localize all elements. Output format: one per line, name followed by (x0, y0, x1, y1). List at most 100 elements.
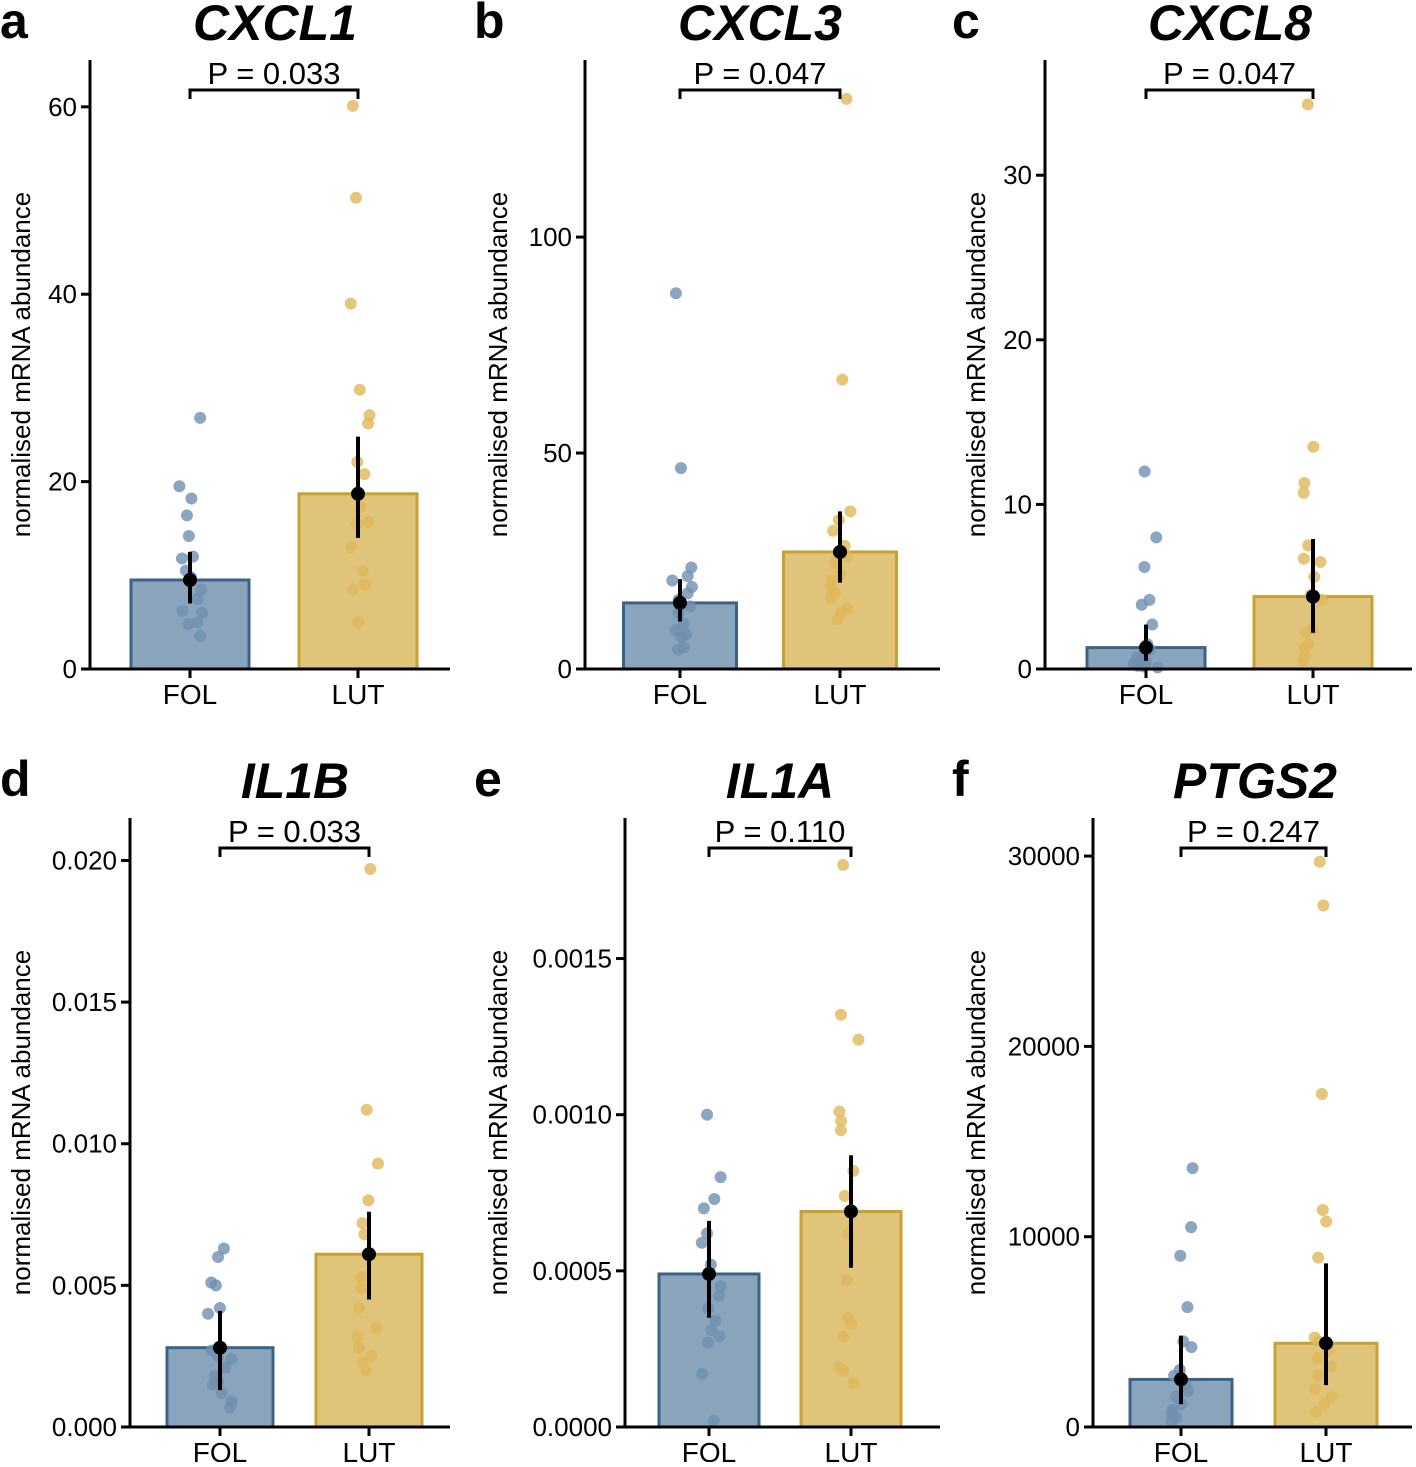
data-point-lut (1315, 1087, 1328, 1100)
p-value-label: P = 0.033 (207, 56, 340, 91)
data-point-lut (1301, 98, 1314, 111)
x-tick-label: LUT (814, 679, 867, 710)
x-tick-label: FOL (653, 679, 707, 710)
data-point-fol (713, 1289, 726, 1302)
data-point-lut (345, 541, 358, 554)
data-point-lut (1314, 556, 1327, 569)
data-point-fol (1138, 465, 1151, 478)
data-point-lut (362, 1194, 375, 1207)
y-tick-label: 0.0005 (532, 1256, 612, 1286)
data-point-lut (1297, 552, 1310, 565)
mean-point-fol (213, 1340, 227, 1355)
data-point-lut (356, 564, 369, 577)
data-point-lut (1313, 855, 1326, 868)
data-point-fol (1146, 618, 1159, 631)
panel-c: c CXCL8 0 10 20 30 FOL LUT normalised mRNA abund… (952, 0, 1412, 710)
data-point-fol (185, 492, 198, 505)
x-tick-label: LUT (332, 679, 385, 710)
data-point-lut (844, 505, 857, 518)
data-point-fol (219, 1361, 232, 1374)
x-tick-label: FOL (1119, 679, 1173, 710)
data-point-lut (1316, 1204, 1329, 1217)
data-point-lut (1311, 1352, 1324, 1365)
chart-title: IL1B (241, 753, 349, 809)
data-point-lut (346, 99, 359, 112)
data-point-fol (182, 529, 195, 542)
y-tick-label: 30000 (1008, 841, 1080, 871)
p-value-label: P = 0.110 (715, 814, 846, 849)
significance-bracket (1144, 88, 1315, 99)
data-point-lut (355, 1282, 368, 1295)
data-point-fol (701, 1336, 714, 1349)
y-tick-label: 10000 (1008, 1222, 1080, 1252)
data-point-fol (696, 1367, 709, 1380)
data-point-fol (674, 462, 687, 475)
panel-letter: e (474, 751, 502, 807)
data-point-fol (195, 606, 208, 619)
data-point-fol (1185, 1221, 1198, 1234)
y-tick-label: 40 (48, 279, 77, 309)
data-point-fol (697, 1202, 710, 1215)
data-point-lut (840, 1274, 853, 1287)
data-point-lut (1317, 899, 1330, 912)
y-tick-label: 0.0010 (532, 1100, 612, 1130)
significance-bracket (218, 846, 371, 857)
mean-point-lut (1306, 589, 1320, 604)
y-tick-label: 30 (1003, 160, 1032, 190)
data-point-lut (1309, 1382, 1322, 1395)
data-point-lut (362, 417, 375, 430)
data-point-lut (356, 1217, 369, 1230)
significance-bracket (188, 88, 360, 99)
y-tick-label: 50 (543, 438, 572, 468)
y-tick-label: 0.0015 (532, 944, 612, 974)
y-tick-label: 0 (1018, 654, 1032, 684)
panel-letter: c (952, 0, 980, 49)
data-point-fol (182, 618, 195, 631)
data-point-lut (370, 1321, 383, 1334)
significance-bracket (707, 846, 853, 857)
data-point-lut (1310, 1405, 1323, 1418)
data-point-lut (835, 1114, 848, 1127)
data-point-fol (1174, 1249, 1187, 1262)
x-tick-label: FOL (1154, 1437, 1208, 1462)
data-point-lut (827, 524, 840, 537)
data-point-lut (845, 1317, 858, 1330)
data-point-lut (364, 862, 377, 875)
data-point-fol (206, 1378, 219, 1391)
y-tick-label: 20 (48, 467, 77, 497)
data-point-fol (684, 600, 697, 613)
x-tick-label: LUT (1287, 679, 1340, 710)
data-point-lut (344, 297, 357, 310)
data-point-lut (346, 583, 359, 596)
data-point-fol (1185, 1341, 1198, 1354)
x-tick-label: LUT (825, 1437, 878, 1462)
data-point-lut (1318, 1398, 1331, 1411)
y-axis-label: normalised mRNA abundance (483, 950, 513, 1295)
data-point-fol (176, 604, 189, 617)
data-point-lut (359, 578, 372, 591)
data-point-lut (1297, 486, 1310, 499)
data-point-lut (1312, 1369, 1325, 1382)
mean-point-fol (183, 572, 197, 587)
data-point-lut (1325, 1390, 1338, 1403)
data-point-fol (1165, 1415, 1178, 1428)
data-point-lut (360, 1364, 373, 1377)
data-point-fol (202, 1307, 215, 1320)
data-point-fol (209, 1279, 222, 1292)
data-point-fol (217, 1242, 230, 1255)
data-point-lut (852, 1033, 865, 1046)
data-point-fol (1138, 560, 1151, 573)
mean-point-fol (673, 595, 687, 610)
data-point-fol (705, 1324, 718, 1337)
panel-d: d IL1B 0.000 0.005 0.010 0.015 0.020 FOL LUT norm… (0, 751, 450, 1467)
panel-letter: a (0, 0, 29, 49)
data-point-fol (714, 1171, 727, 1184)
y-tick-label: 20000 (1008, 1031, 1080, 1061)
data-point-lut (824, 591, 837, 604)
y-tick-label: 10 (1003, 489, 1032, 519)
data-point-lut (371, 1157, 384, 1170)
data-point-lut (837, 1364, 850, 1377)
data-point-fol (225, 1353, 238, 1366)
y-tick-label: 0.020 (52, 845, 117, 875)
